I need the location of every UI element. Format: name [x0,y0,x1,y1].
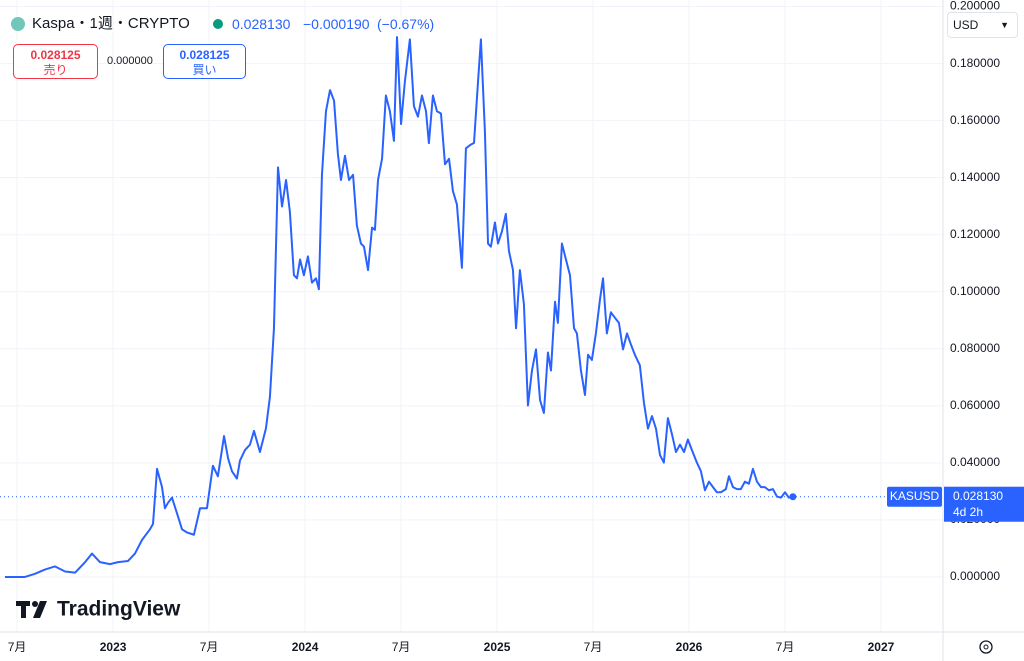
watermark: TradingView [57,598,181,621]
y-tick-label: 0.080000 [950,341,1000,355]
y-tick-label: 0.000000 [950,569,1000,583]
x-tick-label: 2024 [292,640,319,654]
y-tick-label: 0.160000 [950,113,1000,127]
countdown: 4d 2h [953,505,983,519]
buy-label[interactable]: 買い [192,63,217,77]
buy-button[interactable]: 0.028125 買い [163,44,246,79]
logo-part [33,601,47,618]
price-tag-label: 0.028130 [953,489,1003,503]
sell-price[interactable]: 0.028125 [30,48,81,62]
axis-layer: 0.0000000.0200000.0400000.0600000.080000… [8,0,1024,654]
x-tick-label: 2025 [484,640,511,654]
price-change-pct: (−0.67%) [377,16,435,32]
sell-label[interactable]: 売り [43,63,68,77]
price-change: −0.000190 [303,16,370,32]
grid-layer [0,0,943,632]
x-tick-label: 7月 [776,640,795,654]
symbol-icon [11,17,25,31]
x-tick-label: 2027 [868,640,895,654]
symbol-tag-label: KASUSD [890,489,940,503]
price-tag [944,486,1024,522]
market-status [213,19,223,29]
price-line [4,36,794,578]
y-tick-label: 0.120000 [950,227,1000,241]
settings-icon[interactable] [979,640,993,654]
y-tick-label: 0.180000 [950,56,1000,70]
logo-part [21,601,26,618]
logo-part [32,601,38,607]
x-tick-label: 2026 [676,640,703,654]
y-tick-label: 0.100000 [950,284,1000,298]
plot-layer [0,36,943,578]
dropdown-arrow[interactable]: ▼ [1000,20,1009,30]
x-tick-label: 2023 [100,640,127,654]
y-tick-label: 0.140000 [950,170,1000,184]
buy-price[interactable]: 0.028125 [179,48,230,62]
sell-button[interactable]: 0.028125 売り [13,44,98,79]
x-tick-label: 7月 [392,640,411,654]
y-tick-label: 0.040000 [950,455,1000,469]
spread: 0.000000 [107,55,153,67]
symbol-title[interactable]: Kaspa・1週・CRYPTO [32,15,190,32]
y-tick-label: 0.200000 [950,0,1000,13]
currency-select[interactable]: USD ▼ [947,12,1018,38]
x-tick-label: 7月 [8,640,27,654]
currency[interactable]: USD [953,18,979,32]
x-tick-label: 7月 [200,640,219,654]
settings-icon[interactable] [979,640,993,654]
y-tick-label: 0.060000 [950,398,1000,412]
x-tick-label: 7月 [584,640,603,654]
settings-icon[interactable] [983,644,989,650]
watermark-logo [16,601,47,618]
last-price: 0.028130 [232,16,291,32]
symbol-tag [887,486,942,507]
